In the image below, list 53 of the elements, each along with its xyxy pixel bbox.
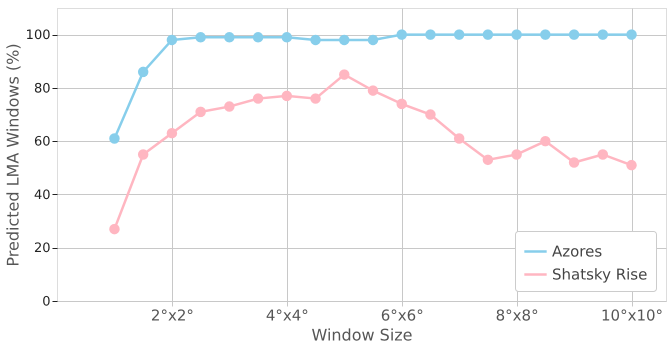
point (252, 93, 264, 104)
legend-label: Shatsky Rise (552, 266, 648, 284)
point (138, 66, 148, 78)
point (138, 149, 148, 160)
point (568, 29, 580, 40)
point (540, 29, 551, 40)
legend-label: Azores (552, 242, 602, 260)
point (195, 106, 206, 118)
point (598, 29, 608, 40)
point (195, 32, 206, 43)
point (252, 32, 264, 43)
point (282, 32, 292, 43)
point (396, 29, 407, 40)
point (109, 133, 120, 144)
y-tick-label: 100 (26, 28, 50, 44)
x-tick-label: 4°x4° (266, 306, 309, 324)
point (454, 133, 464, 144)
point (339, 69, 350, 80)
point (224, 101, 235, 112)
point (626, 29, 637, 40)
point (454, 29, 464, 40)
point (224, 32, 235, 43)
point (109, 224, 120, 234)
point (598, 149, 608, 160)
y-tick-label: 0 (42, 294, 50, 310)
point (511, 149, 522, 160)
point (482, 154, 494, 166)
y-tick-label: 60 (34, 134, 50, 150)
point (396, 98, 407, 110)
point (368, 85, 378, 96)
point (482, 29, 494, 40)
point (425, 109, 436, 120)
point (568, 157, 580, 168)
y-tick-label: 80 (34, 81, 50, 96)
x-tick-label: 10°x10° (600, 306, 664, 324)
point (339, 34, 350, 46)
point (540, 136, 551, 146)
y-tick-label: 20 (34, 241, 50, 256)
point (626, 160, 637, 170)
point (282, 90, 292, 102)
x-axis-title: Window Size (311, 326, 413, 344)
x-tick-label: 6°x6° (380, 306, 424, 324)
point (511, 29, 522, 40)
x-tick-label: 8°x8° (496, 306, 539, 324)
point (425, 29, 436, 40)
y-axis-title: Predicted LMA Windows (%) (4, 43, 23, 267)
point (166, 128, 178, 138)
point (368, 34, 378, 46)
x-tick-label: 2°x2° (150, 306, 194, 324)
point (310, 93, 321, 104)
y-tick-label: 40 (34, 188, 50, 203)
point (166, 34, 178, 46)
point (310, 34, 321, 46)
